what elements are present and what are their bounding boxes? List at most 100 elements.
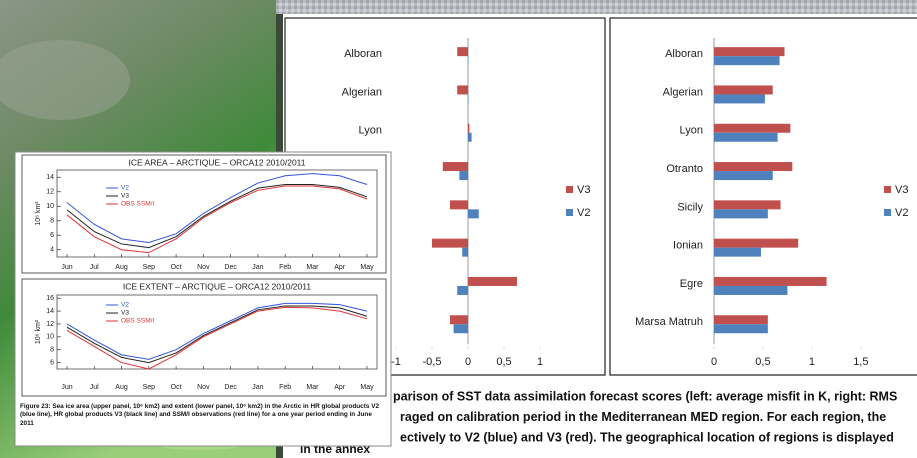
legend-swatch bbox=[884, 209, 891, 216]
legend-label: OBS SSM/I bbox=[121, 318, 154, 325]
category-label: Alboran bbox=[665, 48, 703, 60]
y-tick-label: 8 bbox=[50, 347, 54, 354]
caption-line: ectively to V2 (blue) and V3 (red). The … bbox=[400, 430, 894, 444]
x-tick-label: May bbox=[360, 264, 374, 271]
bar bbox=[432, 239, 468, 248]
caption-line: parison of SST data assimilation forecas… bbox=[393, 389, 897, 403]
bar bbox=[714, 94, 765, 103]
x-tick-label: Aug bbox=[115, 264, 128, 271]
caption-line: raged on calibration period in the Medit… bbox=[400, 410, 886, 424]
x-tick-label: Sep bbox=[143, 264, 156, 271]
bar bbox=[468, 56, 469, 65]
y-tick-label: 4 bbox=[50, 247, 54, 254]
bar bbox=[714, 277, 827, 286]
y-tick-label: 14 bbox=[46, 174, 54, 181]
y-tick-label: 6 bbox=[50, 359, 54, 366]
x-tick-label: -0,5 bbox=[423, 356, 442, 368]
legend-swatch bbox=[884, 186, 891, 193]
bar bbox=[714, 133, 778, 142]
y-tick-label: 10 bbox=[46, 334, 54, 341]
x-tick-label: Dec bbox=[224, 264, 237, 271]
x-tick-label: May bbox=[360, 384, 374, 391]
legend-label: V2 bbox=[121, 302, 129, 309]
bar bbox=[462, 248, 468, 257]
bar bbox=[454, 324, 468, 333]
x-tick-label: Jul bbox=[90, 264, 99, 271]
y-tick-label: 10 bbox=[46, 203, 54, 210]
bar bbox=[714, 162, 792, 171]
bar bbox=[468, 209, 479, 218]
x-tick-label: Mar bbox=[306, 264, 319, 271]
legend-label: V3 bbox=[121, 193, 129, 200]
x-tick-label: Nov bbox=[197, 384, 210, 391]
bar bbox=[457, 47, 468, 56]
x-tick-label: Jan bbox=[252, 384, 263, 391]
page: {"chart_data": [ {"type": "hbar", "categ… bbox=[0, 0, 917, 458]
y-tick-label: 12 bbox=[46, 321, 54, 328]
bar bbox=[714, 124, 790, 133]
bar bbox=[714, 47, 784, 56]
legend-label: V3 bbox=[895, 184, 908, 196]
x-tick-label: 1 bbox=[809, 356, 815, 368]
x-tick-label: Dec bbox=[224, 384, 237, 391]
y-axis-label: 10⁶ km² bbox=[35, 201, 42, 226]
x-tick-label: Jul bbox=[90, 384, 99, 391]
y-tick-label: 12 bbox=[46, 189, 54, 196]
bar bbox=[714, 315, 768, 324]
x-tick-label: 1 bbox=[537, 356, 543, 368]
legend-label: V3 bbox=[121, 310, 129, 317]
x-tick-label: 0,5 bbox=[755, 356, 770, 368]
bar bbox=[450, 315, 468, 324]
bar bbox=[450, 200, 468, 209]
top-strip bbox=[276, 0, 917, 14]
category-label: Alboran bbox=[344, 48, 382, 60]
x-tick-label: Jun bbox=[61, 384, 72, 391]
bar bbox=[714, 171, 773, 180]
x-tick-label: -1 bbox=[391, 356, 401, 368]
bar bbox=[457, 286, 468, 295]
category-label: Algerian bbox=[663, 86, 703, 98]
bar bbox=[468, 124, 469, 133]
x-tick-label: 1,5 bbox=[853, 356, 868, 368]
category-label: Otranto bbox=[666, 163, 703, 175]
bar bbox=[468, 277, 517, 286]
chart-title: ICE AREA – ARCTIQUE – ORCA12 2010/2011 bbox=[128, 157, 305, 167]
bar bbox=[714, 56, 780, 65]
x-tick-label: Feb bbox=[279, 384, 291, 391]
category-label: Sicily bbox=[677, 201, 703, 213]
bar bbox=[459, 171, 468, 180]
category-label: Ionian bbox=[673, 240, 703, 252]
y-tick-label: 16 bbox=[46, 295, 54, 302]
y-tick-label: 14 bbox=[46, 308, 54, 315]
legend-label: V3 bbox=[577, 184, 590, 196]
x-tick-label: Apr bbox=[334, 264, 346, 271]
x-tick-label: 0,5 bbox=[496, 356, 511, 368]
x-tick-label: Mar bbox=[306, 384, 319, 391]
bar bbox=[714, 248, 761, 257]
y-tick-label: 8 bbox=[50, 218, 54, 225]
bar bbox=[714, 209, 768, 218]
bar bbox=[443, 162, 468, 171]
y-axis-label: 10⁶ km² bbox=[35, 319, 42, 344]
x-tick-label: Sep bbox=[143, 384, 156, 391]
screenshot: AlboranAlgerianLyon-1-0,500,51V3V2 Albor… bbox=[0, 0, 917, 458]
category-label: Lyon bbox=[359, 125, 382, 137]
bar bbox=[468, 133, 472, 142]
x-tick-label: Apr bbox=[334, 384, 346, 391]
x-tick-label: Feb bbox=[279, 264, 291, 271]
x-tick-label: Aug bbox=[115, 384, 128, 391]
bar bbox=[714, 85, 773, 94]
bar bbox=[714, 286, 787, 295]
legend-label: V2 bbox=[121, 185, 129, 192]
category-label: Algerian bbox=[342, 86, 382, 98]
category-label: Marsa Matruh bbox=[635, 316, 703, 328]
legend-swatch bbox=[566, 186, 573, 193]
bar bbox=[468, 94, 469, 103]
x-tick-label: 0 bbox=[465, 356, 471, 368]
category-label: Lyon bbox=[680, 125, 703, 137]
bar bbox=[714, 239, 798, 248]
legend-label: OBS SSM/I bbox=[121, 201, 154, 208]
legend-swatch bbox=[566, 209, 573, 216]
bar bbox=[457, 85, 468, 94]
legend-label: V2 bbox=[895, 207, 908, 219]
